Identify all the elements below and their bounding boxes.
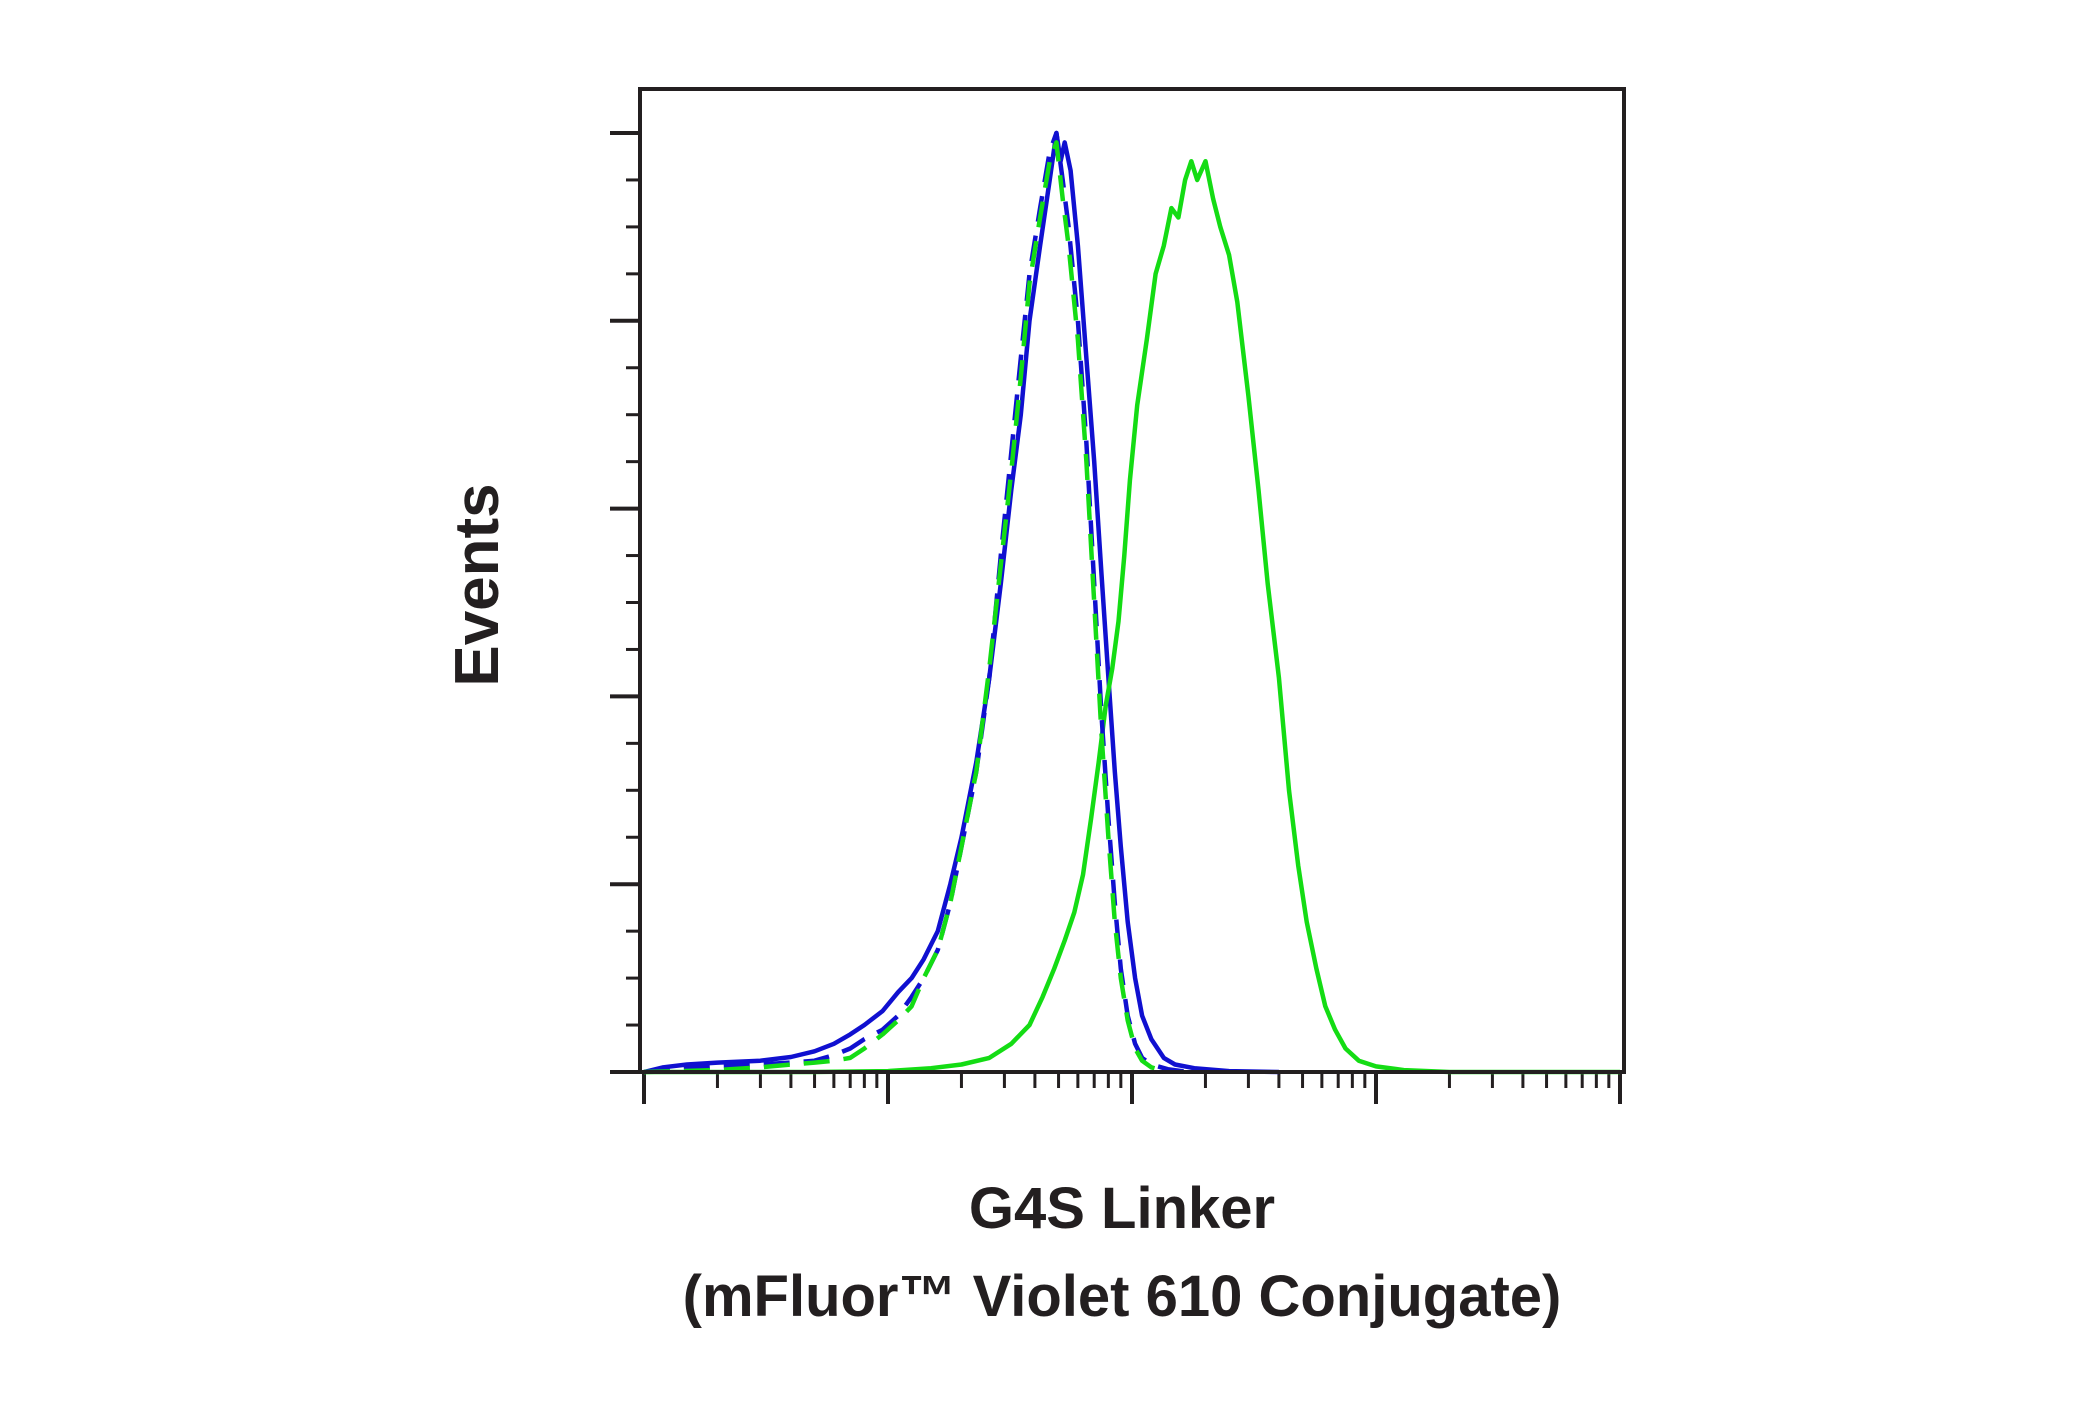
x-axis-label-line1: G4S Linker xyxy=(969,1176,1275,1241)
series-green-solid xyxy=(644,158,1620,1075)
x-axis-label-line2: (mFluor™ Violet 610 Conjugate) xyxy=(683,1264,1562,1329)
series-blue-dashed xyxy=(643,130,1189,1075)
y-axis-label: Events xyxy=(443,483,512,686)
series-green-dashed xyxy=(643,140,1169,1075)
plot-frame xyxy=(638,87,1626,1074)
series-blue-solid xyxy=(643,130,1279,1075)
y-axis-ticks xyxy=(610,131,640,1074)
series-layer xyxy=(643,130,1620,1075)
x-axis-ticks xyxy=(642,1072,1622,1104)
